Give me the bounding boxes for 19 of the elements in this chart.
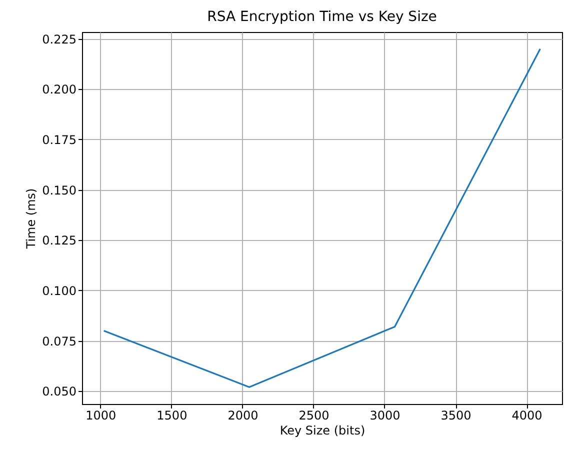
x-tick-label: 1500 [156,408,188,422]
y-axis-title: Time (ms) [24,188,38,250]
line-series [103,48,541,388]
x-tick-label: 2500 [298,408,330,422]
y-tick-label: 0.075 [42,334,76,348]
x-tick-label: 3500 [440,408,472,422]
y-tick-label: 0.200 [42,82,76,97]
x-tick-label: 2000 [228,408,258,422]
x-tick-label: 4000 [512,408,542,422]
y-tick-label: 0.050 [42,384,76,399]
y-tick-label: 0.100 [42,284,76,298]
y-tick-label: 0.150 [42,183,76,198]
chart-title: RSA Encryption Time vs Key Size [207,9,437,25]
x-tick-label: 3000 [370,408,400,422]
x-tick-label: 1000 [86,408,116,422]
y-tick-label: 0.175 [42,132,76,147]
y-tick-label: 0.125 [42,234,76,248]
y-tick-label: 0.225 [42,32,76,46]
x-axis-title: Key Size (bits) [280,424,366,438]
